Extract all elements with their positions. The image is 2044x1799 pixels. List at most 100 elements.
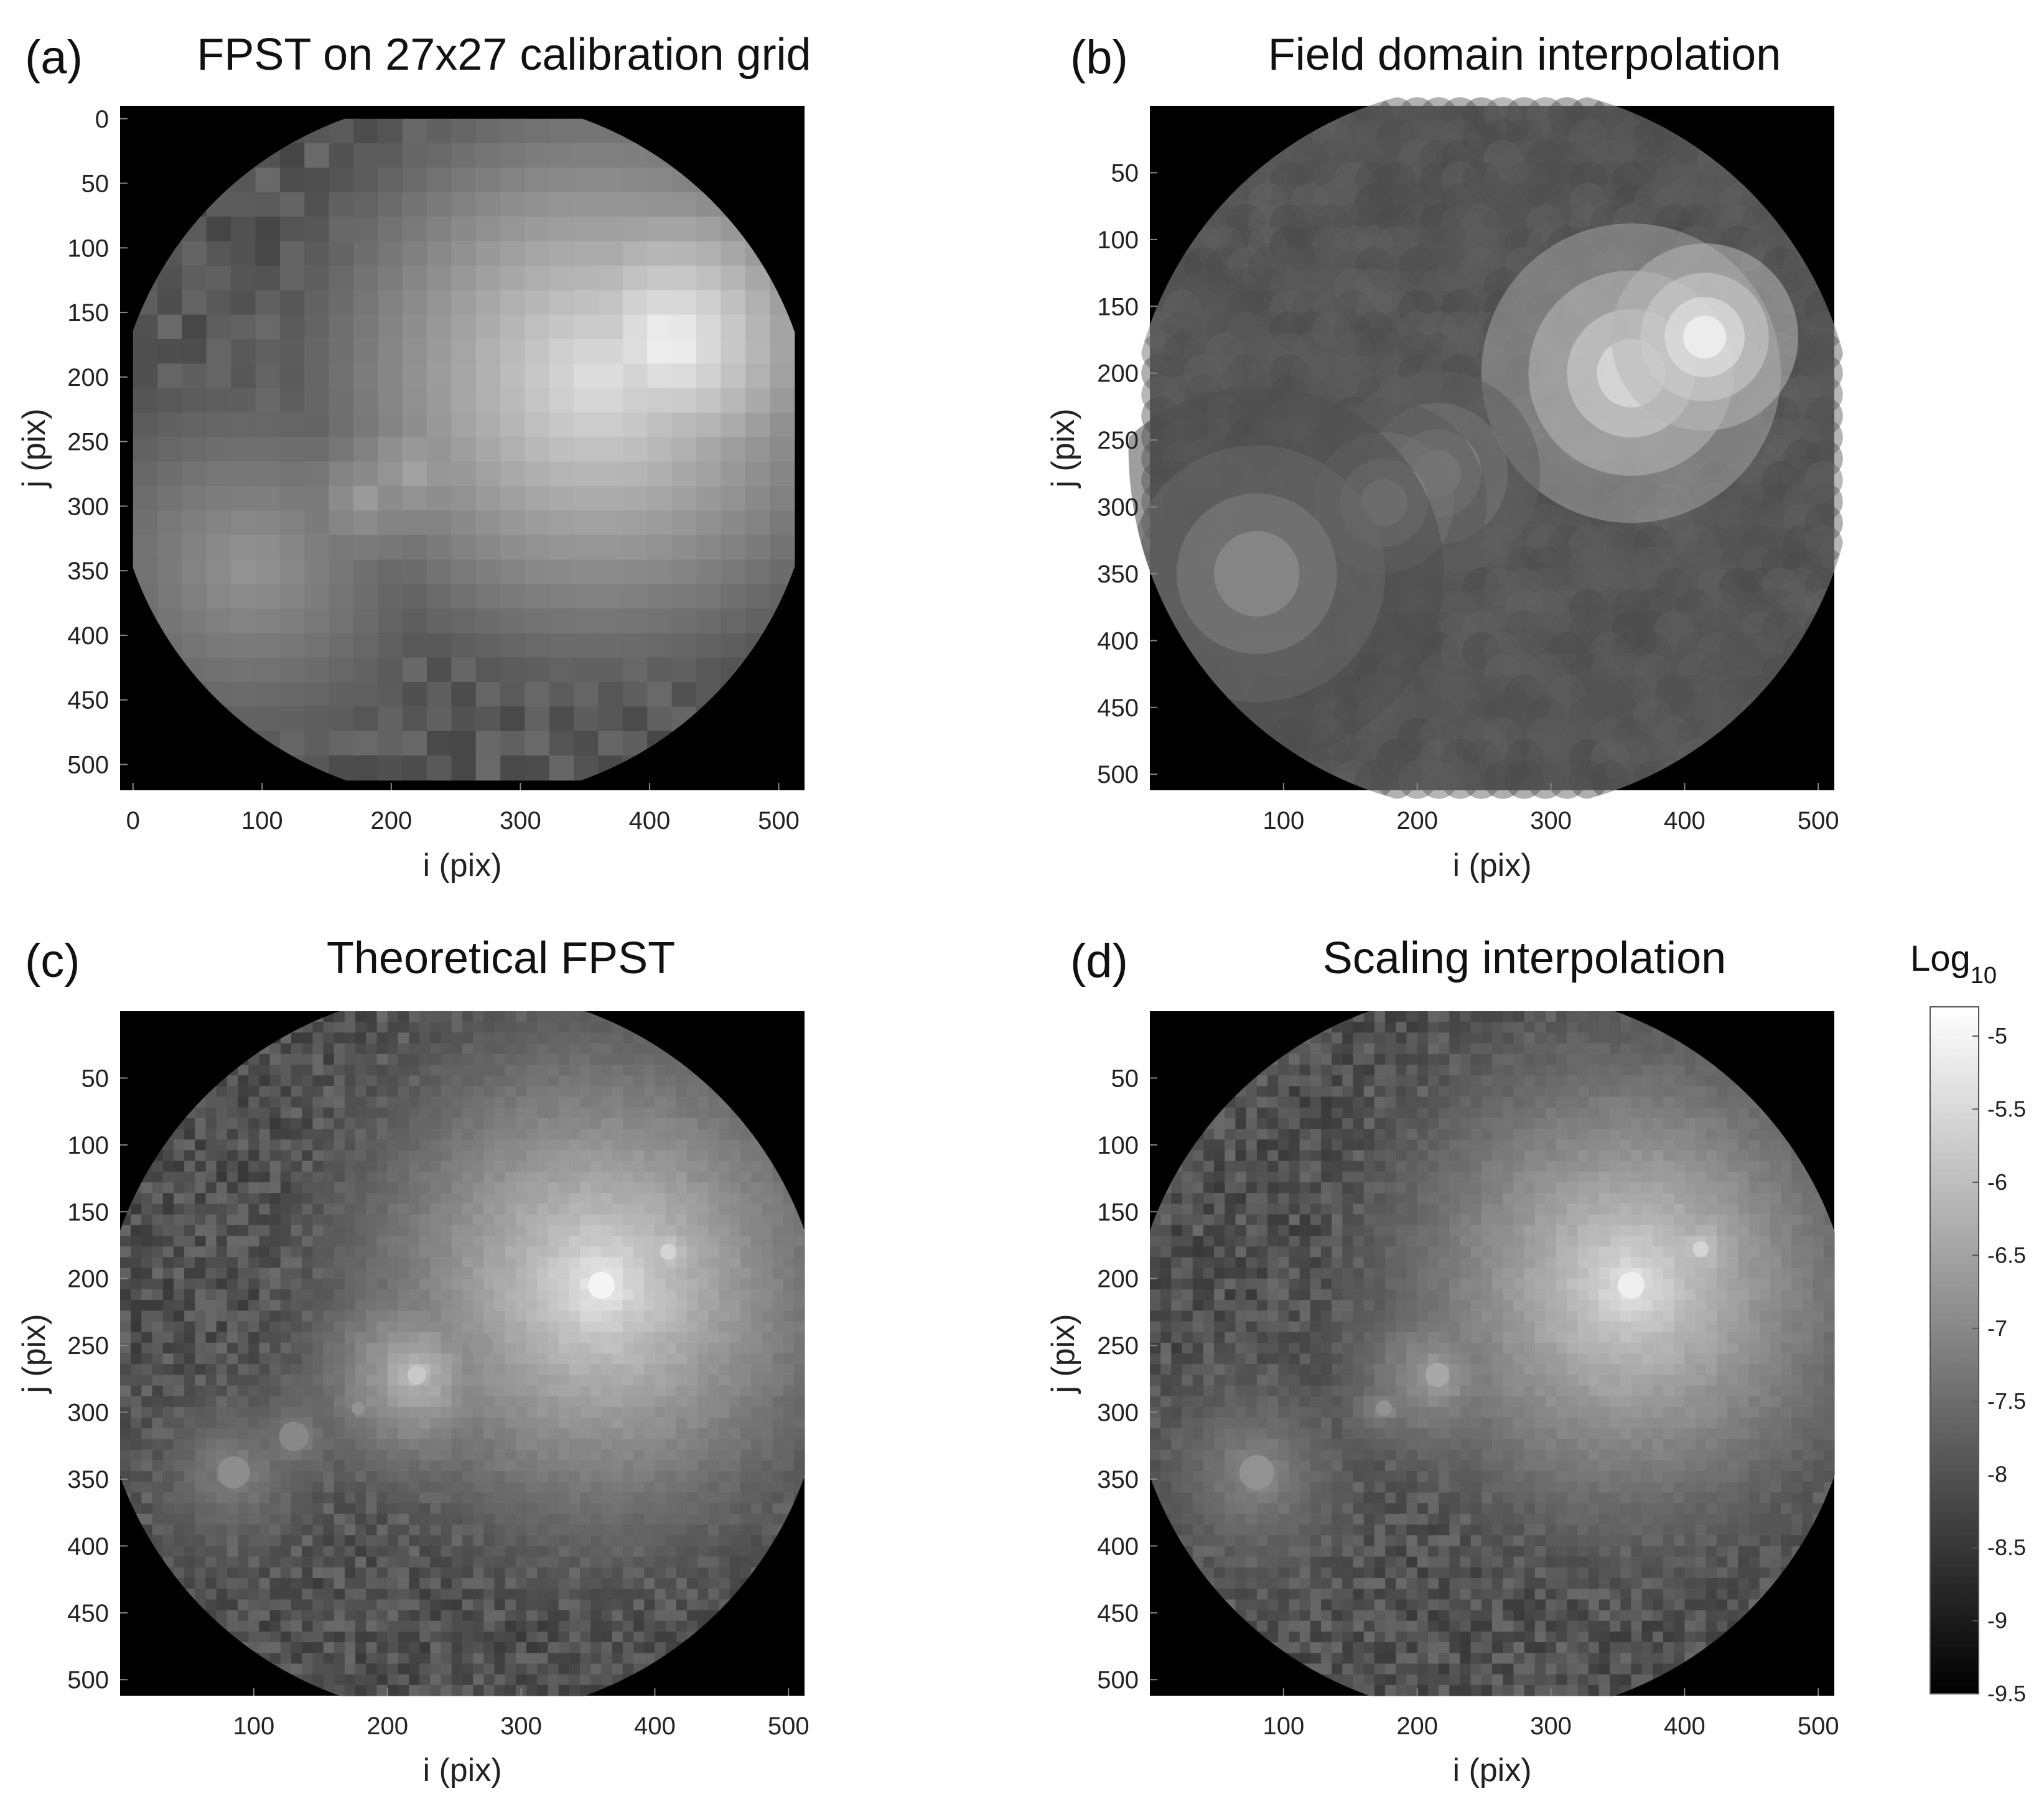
heatmap-cell xyxy=(574,706,599,732)
y-tick-label: 500 xyxy=(1097,761,1139,788)
heatmap-cell xyxy=(483,1203,495,1215)
heatmap-cell xyxy=(462,1225,474,1236)
heatmap-cell xyxy=(451,1311,463,1322)
heatmap-cell xyxy=(226,1342,238,1354)
heatmap-cell xyxy=(226,1107,238,1119)
heatmap-cell xyxy=(483,1321,495,1333)
heatmap-cell xyxy=(1398,97,1437,136)
heatmap-cell xyxy=(549,339,575,365)
heatmap-cell xyxy=(1290,182,1330,222)
heatmap-cell xyxy=(419,1129,431,1140)
heatmap-cell xyxy=(162,1492,174,1504)
heatmap-cell xyxy=(195,1161,207,1172)
heatmap-cell xyxy=(366,1321,378,1333)
heatmap-cell xyxy=(398,1118,409,1129)
heatmap-cell xyxy=(647,314,673,340)
heatmap-cell xyxy=(772,1503,784,1515)
heatmap-cell xyxy=(355,1182,366,1194)
heatmap-cell xyxy=(430,1214,442,1226)
heatmap-cell xyxy=(291,1300,302,1311)
heatmap-cell xyxy=(1376,161,1416,200)
heatmap-cell xyxy=(633,1064,645,1076)
heatmap-cell xyxy=(537,1342,549,1354)
heatmap-cell xyxy=(1676,589,1715,628)
heatmap-cell xyxy=(141,1214,153,1226)
heatmap-cell xyxy=(248,1107,260,1119)
heatmap-cell xyxy=(334,1289,345,1301)
heatmap-cell xyxy=(226,1193,238,1204)
heatmap-cell xyxy=(1290,246,1330,286)
heatmap-cell xyxy=(590,1482,602,1493)
heatmap-cell xyxy=(686,1332,698,1343)
heatmap-cell xyxy=(751,1460,762,1472)
heatmap-cell xyxy=(427,363,452,389)
heatmap-cell xyxy=(708,1418,720,1429)
heatmap-cell xyxy=(473,1492,484,1504)
heatmap-cell xyxy=(259,1300,271,1311)
heatmap-cell xyxy=(280,1332,292,1343)
heatmap-cell xyxy=(419,1418,431,1429)
heatmap-cell xyxy=(1355,225,1394,264)
heatmap-cell xyxy=(1440,97,1480,136)
heatmap-cell xyxy=(515,1300,527,1311)
heatmap-cell xyxy=(696,314,722,340)
heatmap-cell xyxy=(622,388,648,414)
heatmap-cell xyxy=(622,1513,634,1525)
heatmap-cell xyxy=(205,1418,217,1429)
heatmap-cell xyxy=(280,1385,292,1397)
heatmap-cell xyxy=(698,1139,709,1151)
heatmap-cell xyxy=(427,486,452,512)
heatmap-cell xyxy=(409,1311,420,1322)
heatmap-cell xyxy=(248,1193,260,1204)
heatmap-cell xyxy=(430,1289,442,1301)
heatmap-cell xyxy=(430,1225,442,1236)
heatmap-cell xyxy=(184,1129,195,1140)
heatmap-cell xyxy=(537,1075,549,1086)
heatmap-cell xyxy=(216,1139,228,1151)
heatmap-cell xyxy=(269,1406,281,1418)
heatmap-cell xyxy=(279,192,306,218)
heatmap-cell xyxy=(205,1428,217,1440)
heatmap-cell xyxy=(537,1471,549,1482)
heatmap-cell xyxy=(1248,225,1287,264)
heatmap-cell xyxy=(376,1043,388,1055)
heatmap-cell xyxy=(793,1396,805,1408)
heatmap-cell xyxy=(633,1418,645,1429)
heatmap-cell xyxy=(269,1064,281,1076)
heatmap-cell xyxy=(647,217,673,242)
heatmap-cell xyxy=(473,1428,484,1440)
heatmap-cell xyxy=(419,1321,431,1333)
heatmap-cell xyxy=(141,1482,153,1493)
heatmap-cell xyxy=(1440,332,1480,371)
heatmap-cell xyxy=(1526,717,1565,756)
heatmap-cell xyxy=(558,1375,570,1386)
heatmap-cell xyxy=(549,265,575,291)
heatmap-cell xyxy=(1654,182,1694,222)
heatmap-cell xyxy=(515,1353,527,1365)
heatmap-cell xyxy=(409,1525,420,1536)
heatmap-cell xyxy=(120,1278,131,1290)
heatmap-cell xyxy=(280,1054,292,1065)
heatmap-cell xyxy=(515,1203,527,1215)
heatmap-cell xyxy=(1547,696,1587,735)
heatmap-cell xyxy=(353,608,379,634)
heatmap-cell xyxy=(402,510,428,536)
heatmap-cell xyxy=(1612,653,1651,692)
heatmap-cell xyxy=(772,1406,784,1418)
heatmap-cell xyxy=(526,1011,538,1022)
heatmap-cell xyxy=(598,388,623,414)
heatmap-cell xyxy=(182,413,207,438)
heatmap-cell xyxy=(355,1235,366,1247)
heatmap-cell xyxy=(344,1246,356,1258)
heatmap-cell xyxy=(1162,289,1202,329)
heatmap-cell xyxy=(1547,525,1587,564)
heatmap-cell xyxy=(451,1150,463,1162)
heatmap-cell xyxy=(312,1193,324,1204)
heatmap-cell xyxy=(366,1525,378,1536)
x-tick-label: 100 xyxy=(1262,807,1304,834)
heatmap-cell xyxy=(729,1385,741,1397)
heatmap-cell xyxy=(344,1375,356,1386)
heatmap-cell xyxy=(205,1225,217,1236)
heatmap-cell xyxy=(195,1396,207,1408)
heatmap-cell xyxy=(558,1257,570,1269)
